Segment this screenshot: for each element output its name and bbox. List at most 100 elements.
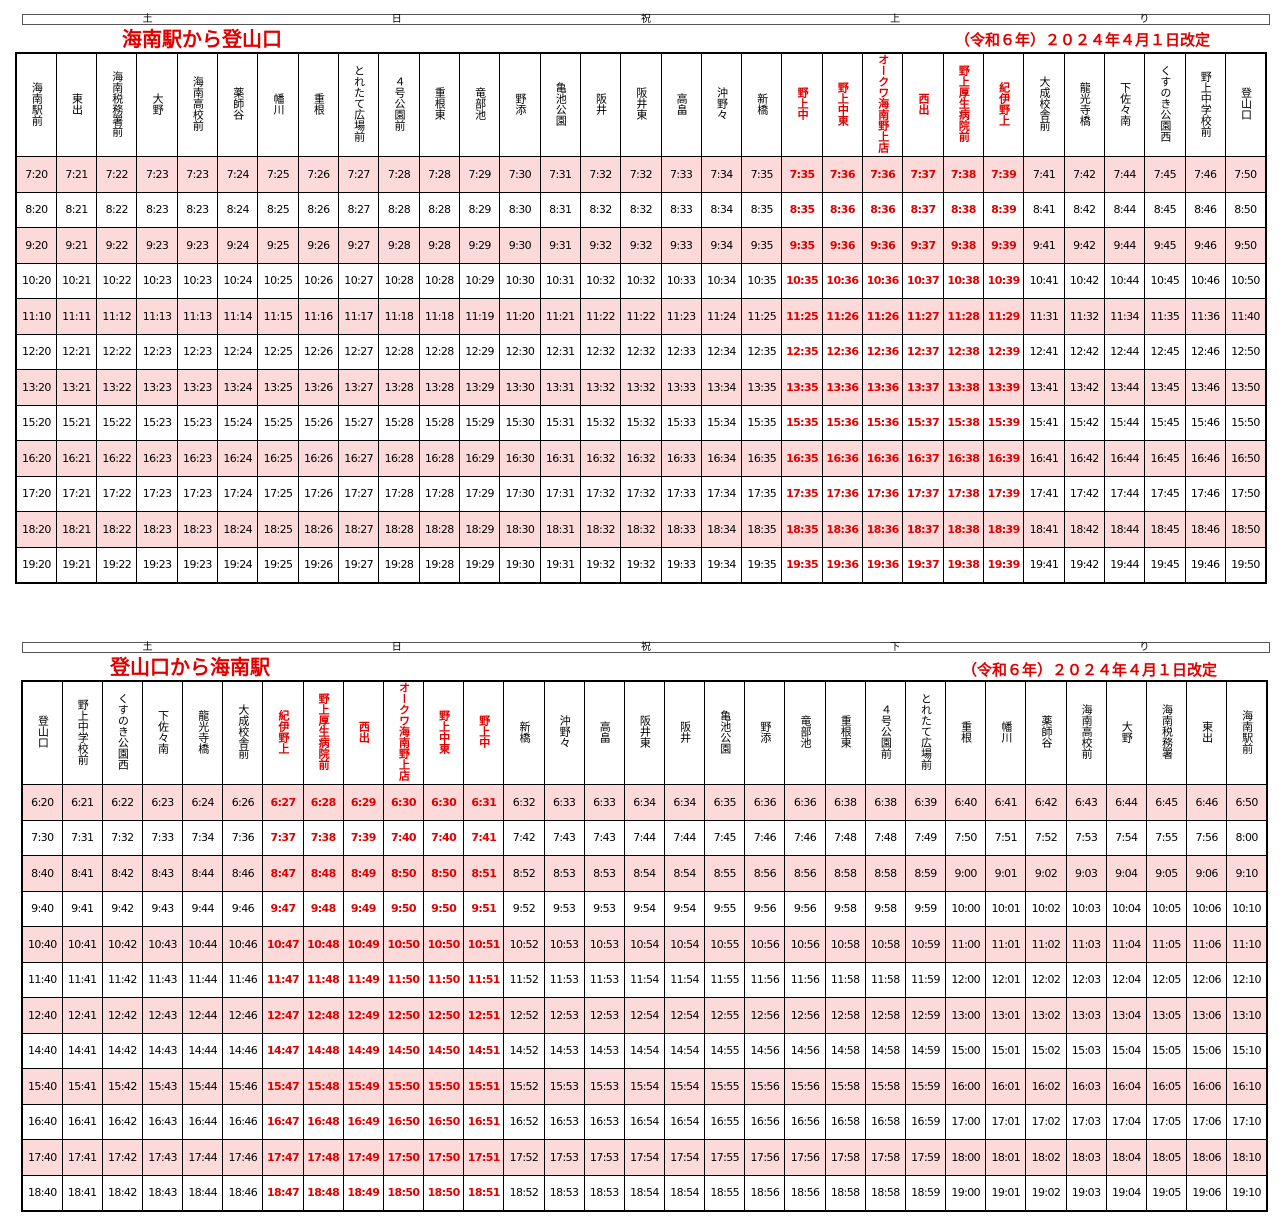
up-stop-header: 下佐々南 [1103, 52, 1146, 157]
down-time-cell: 9:52 [503, 890, 545, 927]
down-stop-header: 登山口 [21, 680, 63, 785]
down-time-cell: 14:56 [744, 1032, 786, 1069]
up-time-cell: 15:50 [1224, 404, 1267, 441]
down-time-cell: 19:00 [945, 1174, 987, 1211]
down-time-cell: 10:54 [623, 926, 666, 963]
down-time-cell: 9:47 [262, 890, 304, 927]
down-time-cell: 18:50 [382, 1174, 425, 1211]
down-time-cell: 7:38 [302, 819, 344, 856]
down-time-cell: 15:43 [141, 1068, 184, 1105]
up-time-cell: 9:36 [862, 227, 904, 264]
up-time-cell: 15:22 [96, 404, 138, 441]
up-day-label: 上 [890, 14, 901, 25]
up-time-cell: 15:39 [982, 404, 1025, 441]
up-time-cell: 10:39 [982, 262, 1025, 299]
down-time-cell: 18:44 [182, 1174, 224, 1211]
up-time-cell: 11:11 [55, 298, 98, 335]
up-time-cell: 10:42 [1063, 262, 1105, 299]
up-stop-header: 幡川 [257, 52, 299, 157]
down-stop-name: オークワ海南野上店 [397, 682, 411, 781]
down-time-cell: 11:47 [262, 961, 304, 998]
up-time-cell: 10:21 [55, 262, 98, 299]
up-time-cell: 9:28 [418, 227, 460, 264]
up-time-cell: 10:37 [902, 262, 944, 299]
up-stop-header: くすのき公園西 [1144, 52, 1186, 157]
down-time-cell: 10:10 [1226, 890, 1268, 927]
down-time-cell: 11:50 [382, 961, 425, 998]
up-time-cell: 16:30 [499, 440, 541, 477]
down-stop-header: 薬師谷 [1025, 680, 1067, 785]
down-time-cell: 6:34 [663, 784, 706, 821]
down-time-cell: 16:40 [21, 1103, 63, 1140]
up-time-cell: 8:28 [418, 191, 460, 228]
down-stop-name: 薬師谷 [1039, 715, 1053, 748]
down-time-cell: 7:45 [704, 819, 746, 856]
down-time-cell: 11:41 [61, 961, 103, 998]
down-time-cell: 15:42 [101, 1068, 143, 1105]
up-time-cell: 9:21 [55, 227, 98, 264]
down-time-cell: 15:03 [1065, 1032, 1107, 1069]
up-stop-name: 阪井東 [634, 87, 648, 120]
up-time-cell: 7:46 [1184, 156, 1226, 193]
down-time-cell: 6:31 [463, 784, 505, 821]
up-time-cell: 9:34 [700, 227, 743, 264]
up-time-cell: 18:36 [862, 511, 904, 548]
up-time-cell: 9:39 [982, 227, 1025, 264]
up-time-cell: 12:32 [620, 333, 662, 370]
up-time-cell: 11:23 [660, 298, 702, 335]
down-time-cell: 15:51 [463, 1068, 505, 1105]
down-time-cell: 10:42 [101, 926, 143, 963]
up-time-cell: 8:36 [862, 191, 904, 228]
up-time-cell: 8:37 [902, 191, 944, 228]
down-time-cell: 6:38 [864, 784, 906, 821]
down-time-cell: 11:49 [342, 961, 384, 998]
down-time-cell: 9:06 [1186, 855, 1228, 892]
up-time-cell: 7:36 [821, 156, 864, 193]
down-time-cell: 8:56 [784, 855, 826, 892]
down-time-cell: 14:49 [342, 1032, 384, 1069]
down-stop-header: 野上中東 [423, 680, 465, 785]
down-stop-header: くすのき公園西 [101, 680, 143, 785]
down-time-cell: 9:02 [1025, 855, 1067, 892]
down-time-cell: 10:41 [61, 926, 103, 963]
up-time-cell: 16:41 [1023, 440, 1065, 477]
down-time-cell: 16:04 [1105, 1068, 1147, 1105]
down-time-cell: 7:43 [543, 819, 585, 856]
down-time-cell: 10:43 [141, 926, 184, 963]
up-stop-header: 龍光寺橋 [1063, 52, 1105, 157]
down-time-cell: 15:10 [1226, 1032, 1268, 1069]
up-time-cell: 7:32 [620, 156, 662, 193]
table-row: 15:40 15:41 15:42 15:43 15:44 15:46 15:47 15:48… [21, 1068, 1268, 1105]
down-time-cell: 9:51 [463, 890, 505, 927]
table-row: 11:10 11:11 11:12 11:13 11:13 11:14 11:15 11:16… [15, 298, 1267, 335]
up-time-cell: 18:35 [781, 511, 823, 548]
up-time-cell: 10:35 [741, 262, 783, 299]
down-time-cell: 6:27 [262, 784, 304, 821]
down-time-cell: 8:50 [382, 855, 425, 892]
down-revision-note: （令和６年）２０２４年４月１日改定 [962, 661, 1218, 679]
down-time-cell: 12:52 [503, 997, 545, 1034]
down-time-cell: 8:56 [744, 855, 786, 892]
down-stop-header: 阪井東 [623, 680, 666, 785]
up-time-cell: 19:28 [378, 546, 420, 583]
up-time-cell: 19:31 [539, 546, 581, 583]
up-time-cell: 12:36 [821, 333, 864, 370]
down-time-cell: 9:56 [744, 890, 786, 927]
down-time-cell: 9:54 [623, 890, 666, 927]
down-time-cell: 12:54 [663, 997, 706, 1034]
down-time-cell: 13:03 [1065, 997, 1107, 1034]
up-time-cell: 17:28 [378, 475, 420, 512]
down-time-cell: 17:48 [302, 1139, 344, 1176]
down-time-cell: 6:28 [302, 784, 344, 821]
down-time-cell: 16:42 [101, 1103, 143, 1140]
up-stop-header: ４号公園前 [378, 52, 420, 157]
down-time-cell: 10:00 [945, 890, 987, 927]
up-time-cell: 8:38 [942, 191, 985, 228]
up-stop-header: 阪井 [579, 52, 622, 157]
up-time-cell: 13:50 [1224, 369, 1267, 406]
up-stop-header: 野上中 [781, 52, 823, 157]
up-time-cell: 7:25 [257, 156, 299, 193]
up-day-label: り [1139, 14, 1150, 25]
up-time-cell: 17:24 [217, 475, 259, 512]
down-time-cell: 10:55 [704, 926, 746, 963]
